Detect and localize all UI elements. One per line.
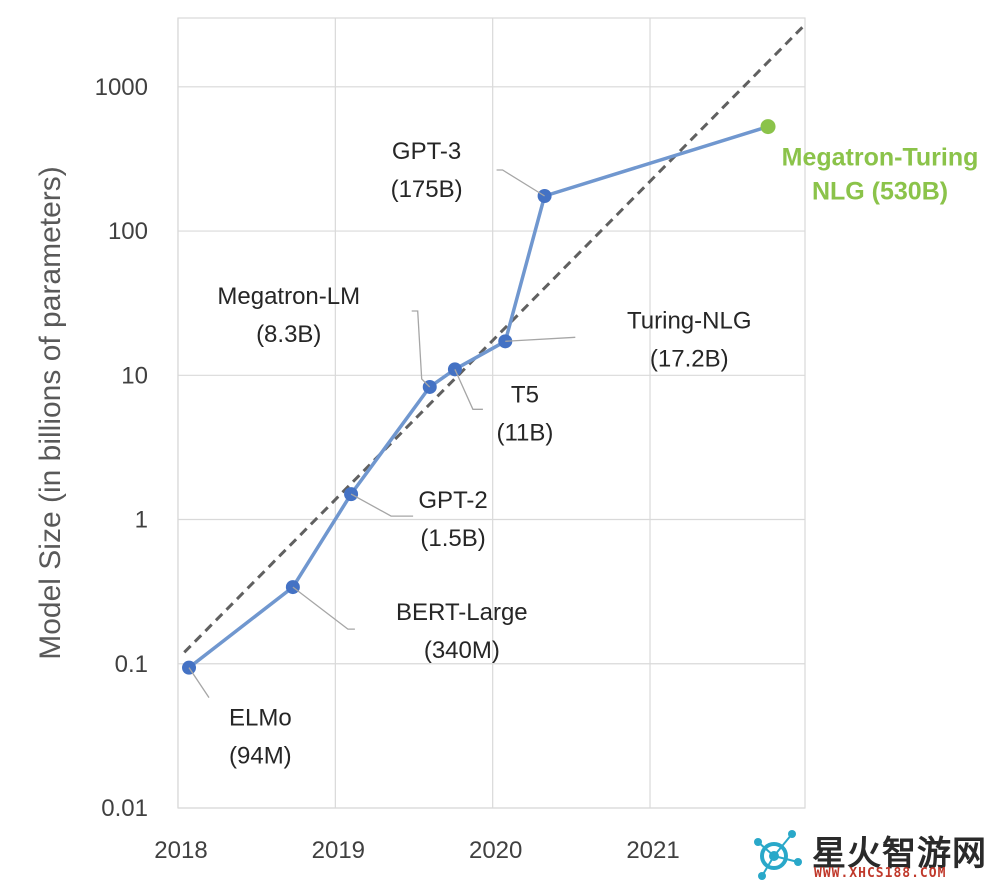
data-label: GPT-2: [418, 487, 487, 514]
y-tick-label: 0.1: [115, 651, 148, 678]
trendline-group: [183, 23, 807, 654]
plot-frame: [177, 17, 806, 809]
highlight-label: Megatron-Turing: [782, 144, 979, 172]
watermark: 星火智游网 WWW.XHCS188.COM: [752, 822, 998, 884]
highlight-label: NLG (530B): [812, 178, 948, 206]
watermark-logo-icon: [754, 830, 802, 880]
data-label: (94M): [229, 743, 292, 770]
y-tick-label: 0.01: [101, 795, 148, 822]
data-label: (340M): [424, 637, 500, 664]
x-tick-label: 2018: [154, 837, 207, 864]
data-label: Megatron-LM: [217, 283, 360, 310]
axes: 0.01 0.1 1 10 100 1000 2018 2019 2020 2021: [95, 74, 680, 864]
leader-lines: [188, 169, 576, 698]
series-line: [187, 124, 769, 669]
y-tick-label: 1000: [95, 74, 148, 101]
data-point: [344, 487, 359, 502]
data-point: [537, 188, 552, 203]
data-label: ELMo: [229, 705, 292, 732]
annotation-labels: ELMo (94M) BERT-Large (340M) GPT-2 (1.5B) Mega…: [217, 138, 978, 770]
trendline: [183, 23, 807, 654]
data-label: (8.3B): [256, 321, 321, 348]
watermark-title: 星火智游网: [812, 834, 987, 874]
data-label: (17.2B): [650, 345, 729, 372]
leader-line: [496, 169, 545, 197]
data-point: [285, 580, 300, 595]
x-tick-label: 2021: [626, 837, 679, 864]
y-tick-label: 10: [121, 362, 148, 389]
leader-line: [454, 369, 483, 410]
data-label: T5: [511, 381, 539, 408]
y-tick-label: 100: [108, 218, 148, 245]
y-axis-label: Model Size (in billions of parameters): [34, 166, 67, 660]
data-label: Turing-NLG: [627, 307, 751, 334]
gridlines: [177, 17, 806, 809]
data-label: (175B): [391, 176, 463, 203]
x-tick-label: 2020: [469, 837, 522, 864]
leader-line: [411, 310, 431, 388]
data-label: BERT-Large: [396, 599, 528, 626]
series-group: [182, 119, 776, 675]
data-point: [498, 334, 513, 349]
x-tick-label: 2019: [312, 837, 365, 864]
leader-line: [505, 336, 576, 342]
leader-line: [188, 667, 210, 698]
leader-line: [292, 586, 355, 630]
data-label: (1.5B): [420, 525, 485, 552]
data-label: (11B): [496, 419, 553, 446]
watermark-url: WWW.XHCS188.COM: [814, 866, 947, 881]
y-tick-label: 1: [135, 507, 148, 534]
data-label: GPT-3: [392, 138, 461, 165]
highlight-point: [760, 119, 776, 135]
leader-line: [350, 493, 414, 517]
